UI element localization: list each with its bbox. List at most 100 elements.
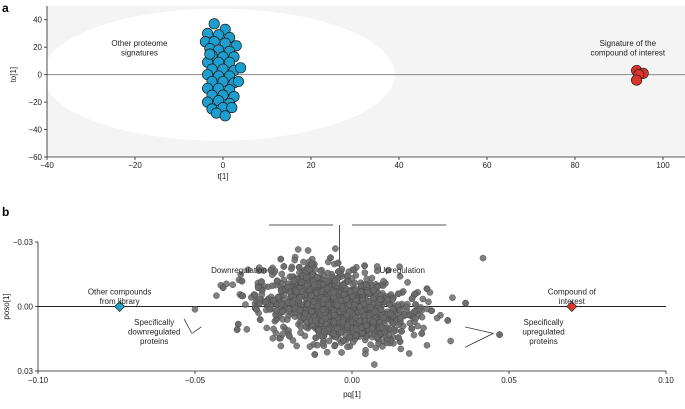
protein-point — [418, 330, 426, 337]
panel-b: b −0.10 −0.05 0.00 0.05 0.10 −0.03 0.00 0.03 p… — [2, 205, 674, 399]
protein-point — [387, 310, 394, 317]
plot-a-y-tick-label: 20 — [33, 43, 42, 52]
protein-point — [352, 332, 360, 339]
protein-point — [479, 254, 487, 262]
plot-a-annotations: Other proteome signatures Signature of the… — [111, 39, 666, 58]
plot-b-x-ticks: −0.10 −0.05 0.00 0.05 0.10 — [28, 371, 674, 385]
protein-point — [288, 265, 295, 273]
protein-point — [254, 284, 262, 292]
protein-point — [251, 291, 259, 299]
protein-point — [320, 295, 328, 303]
annotation-compound_interest: Compound of interest — [548, 288, 597, 307]
plot-b-protein-cloud — [191, 245, 503, 368]
protein-point — [343, 312, 350, 319]
protein-point — [319, 281, 327, 288]
protein-point — [337, 329, 345, 336]
protein-point — [308, 308, 315, 315]
protein-point — [324, 269, 331, 277]
protein-point — [330, 289, 337, 296]
protein-point — [331, 311, 338, 319]
protein-point — [414, 322, 421, 330]
protein-point — [277, 342, 285, 350]
protein-point — [408, 295, 416, 302]
protein-point — [293, 342, 301, 350]
plot-a-y-label: to[1] — [9, 67, 18, 83]
protein-point — [408, 325, 416, 332]
protein-point — [243, 326, 251, 333]
protein-point — [385, 301, 393, 308]
protein-point — [290, 277, 298, 284]
protein-point — [395, 290, 402, 298]
protein-point — [213, 292, 220, 299]
protein-point — [191, 306, 199, 313]
protein-point — [291, 256, 299, 264]
proteome-signature-point — [204, 48, 216, 60]
protein-point — [371, 307, 379, 315]
plot-a-x-tick-label: 60 — [483, 161, 492, 170]
protein-point — [332, 245, 339, 252]
protein-point — [404, 279, 411, 286]
plot-b-x-tick-label: −0.05 — [185, 376, 206, 385]
protein-point — [295, 263, 303, 271]
panel-a-label: a — [2, 1, 9, 15]
annotation-proteome: Other proteome signatures — [111, 39, 168, 58]
protein-point — [270, 325, 277, 333]
protein-point — [419, 295, 427, 303]
protein-point — [398, 328, 405, 335]
protein-point — [433, 314, 441, 322]
protein-point — [338, 349, 345, 356]
protein-point — [363, 275, 371, 283]
plot-b-x-tick-label: 0.00 — [344, 376, 360, 385]
protein-point — [300, 258, 307, 266]
protein-point — [284, 283, 292, 291]
protein-point — [396, 263, 403, 271]
other-compounds-marker — [114, 301, 126, 312]
protein-point — [296, 294, 303, 301]
protein-point — [279, 331, 286, 338]
protein-point — [346, 334, 354, 341]
protein-point — [356, 317, 364, 325]
protein-point — [278, 270, 286, 278]
plot-a-x-tick-label: 80 — [571, 161, 580, 170]
protein-point — [238, 277, 246, 285]
plot-a-y-tick-label: 40 — [33, 16, 42, 25]
protein-point — [319, 340, 327, 347]
protein-point — [269, 296, 277, 304]
annotation-up_proteins: Specifically upregulated proteins — [522, 318, 564, 346]
protein-point — [377, 306, 385, 313]
plot-a-x-tick-label: −20 — [128, 161, 142, 170]
protein-point — [344, 278, 352, 285]
protein-point — [304, 247, 312, 254]
protein-point — [325, 337, 333, 345]
protein-point — [395, 334, 402, 341]
plot-a-y-ticks: −60 −40 −20 0 20 40 — [28, 16, 47, 162]
protein-point — [306, 343, 314, 350]
protein-point — [296, 307, 304, 314]
protein-point — [384, 266, 392, 274]
protein-point — [234, 320, 242, 328]
protein-point — [389, 320, 397, 327]
protein-point — [410, 331, 418, 339]
protein-point — [380, 277, 387, 285]
protein-point — [319, 306, 327, 314]
protein-point — [258, 278, 265, 285]
protein-point — [369, 318, 377, 326]
protein-point — [266, 305, 273, 313]
protein-point — [496, 331, 503, 338]
protein-point — [397, 345, 405, 353]
protein-point — [312, 334, 320, 342]
protein-point — [423, 342, 431, 349]
protein-point — [352, 325, 360, 332]
protein-point — [253, 306, 260, 313]
protein-point — [311, 351, 319, 358]
protein-point — [362, 281, 370, 288]
annotation-upregulation: Upregulation — [380, 266, 425, 275]
up-proteins-leader-2 — [464, 326, 494, 334]
plot-b-x-tick-label: −0.10 — [28, 376, 49, 385]
protein-point — [314, 341, 321, 349]
protein-point — [412, 315, 419, 322]
protein-point — [311, 281, 318, 289]
plot-b-y-tick-label: 0.03 — [17, 367, 33, 376]
protein-point — [380, 314, 388, 322]
